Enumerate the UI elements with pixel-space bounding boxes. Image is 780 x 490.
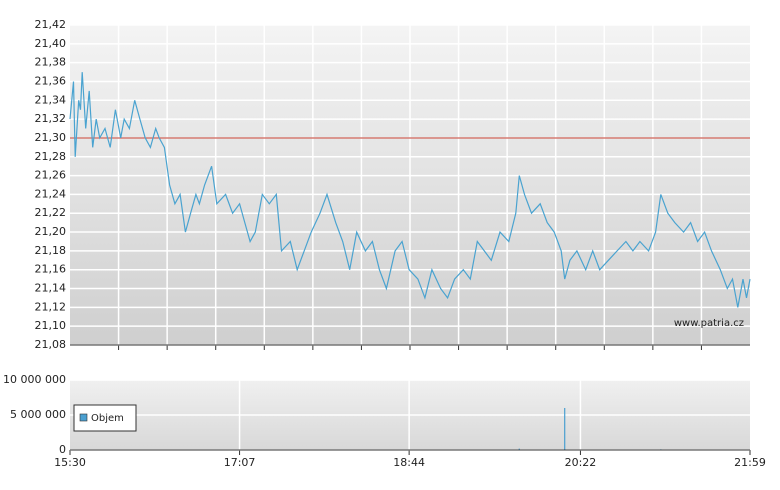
- y-tick-label: 21,42: [35, 18, 67, 31]
- x-tick-label: 18:44: [393, 456, 425, 469]
- x-tick-label: 15:30: [54, 456, 86, 469]
- y-tick-label: 21,18: [35, 244, 67, 257]
- watermark: www.patria.cz: [674, 318, 744, 329]
- y-tick-label: 10 000 000: [3, 373, 66, 386]
- y-tick-label: 21,20: [35, 225, 67, 238]
- y-tick-label: 21,30: [35, 131, 67, 144]
- y-tick-label: 21,40: [35, 37, 67, 50]
- y-tick-label: 21,24: [35, 187, 67, 200]
- y-tick-label: 5 000 000: [10, 408, 66, 421]
- y-tick-label: 21,12: [35, 300, 67, 313]
- price-line: [69, 72, 751, 308]
- y-tick-label: 21,16: [35, 263, 67, 276]
- x-tick-label: 20:22: [565, 456, 597, 469]
- y-tick-label: 21,38: [35, 56, 67, 69]
- x-tick-label: 17:07: [224, 456, 256, 469]
- y-tick-label: 21,10: [35, 319, 67, 332]
- y-tick-label: 21,36: [35, 74, 67, 87]
- volume-bar: [564, 408, 566, 450]
- y-tick-label: 21,28: [35, 150, 67, 163]
- legend-label: Objem: [91, 413, 124, 424]
- y-tick-label: 21,34: [35, 93, 67, 106]
- y-tick-label: 0: [59, 443, 66, 456]
- volume-bar: [518, 448, 520, 450]
- legend-swatch: [79, 413, 88, 422]
- x-tick-label: 21:59: [734, 456, 766, 469]
- y-tick-label: 21,08: [35, 338, 67, 351]
- y-tick-label: 21,26: [35, 169, 67, 182]
- y-tick-label: 21,32: [35, 112, 67, 125]
- y-tick-label: 21,22: [35, 206, 67, 219]
- y-tick-label: 21,14: [35, 282, 67, 295]
